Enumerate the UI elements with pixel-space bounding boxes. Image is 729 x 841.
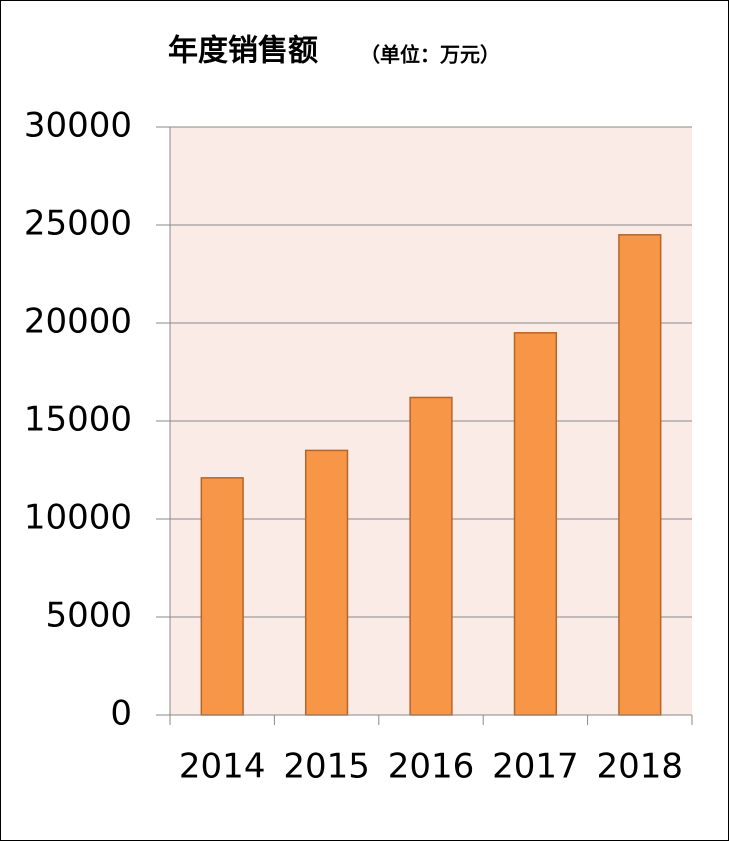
bar: [304, 449, 349, 716]
y-tick-label: 5000: [45, 596, 132, 636]
x-tick-label: 2016: [388, 747, 475, 787]
bar: [513, 332, 558, 716]
y-tick-label: 20000: [24, 302, 132, 342]
bar: [409, 396, 453, 716]
y-tick-label: 30000: [24, 106, 132, 146]
y-tick-label: 15000: [24, 400, 132, 440]
y-tick-label: 0: [110, 694, 132, 734]
y-tick-label: 25000: [24, 204, 132, 244]
x-tick-label: 2015: [283, 747, 370, 787]
bar: [200, 477, 244, 716]
chart-subtitle: （单位：万元）: [360, 43, 500, 67]
x-tick-label: 2017: [492, 747, 579, 787]
y-tick-label: 10000: [24, 498, 132, 538]
x-tick-label: 2018: [597, 747, 684, 787]
x-tick-label: 2014: [179, 747, 266, 787]
bar: [618, 234, 662, 716]
chart-title: 年度销售额: [168, 34, 318, 69]
